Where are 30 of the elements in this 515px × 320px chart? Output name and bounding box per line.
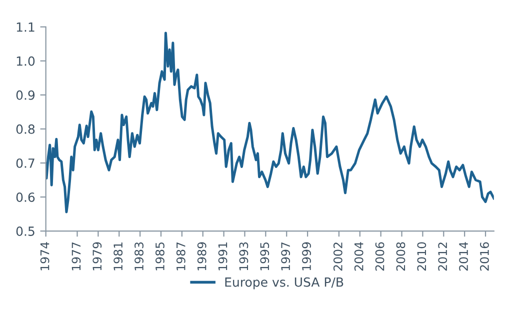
y-tick-label: 0.9 xyxy=(16,90,35,100)
x-tick-label: 2010 xyxy=(417,242,426,271)
x-tick-label: 2012 xyxy=(438,242,448,271)
y-tick-label: 0.6 xyxy=(16,192,35,202)
y-tick-label: 1.0 xyxy=(16,56,35,66)
x-tick-label: 2006 xyxy=(375,242,384,271)
x-tick-label: 2014 xyxy=(459,242,468,271)
legend-label: Europe vs. USA P/B xyxy=(225,277,344,290)
y-tick-label: 0.5 xyxy=(16,226,34,236)
x-tick-label: 1997 xyxy=(281,242,290,270)
y-tick-label: 1.1 xyxy=(16,22,34,32)
x-tick-label: 2008 xyxy=(396,242,406,271)
x-tick-label: 1985 xyxy=(155,242,164,270)
x-tick-label: 1987 xyxy=(176,242,186,270)
x-tick-label: 1974 xyxy=(40,242,50,270)
x-tick-label: 1979 xyxy=(92,242,102,270)
x-tick-label: 2004 xyxy=(354,242,364,271)
y-tick-label: 0.7 xyxy=(16,158,34,168)
x-tick-label: 1991 xyxy=(218,242,228,270)
x-tick-label: 1981 xyxy=(114,242,123,270)
x-tick-label: 1989 xyxy=(197,242,206,270)
x-tick-label: 1977 xyxy=(72,242,81,270)
x-tick-label: 2016 xyxy=(480,242,489,271)
y-tick-label: 0.8 xyxy=(16,124,35,134)
line-series xyxy=(46,32,494,214)
x-tick-label: 1999 xyxy=(302,242,311,270)
x-tick-label: 1983 xyxy=(134,242,144,270)
x-tick-label: 2002 xyxy=(333,242,342,271)
x-tick-label: 1993 xyxy=(239,242,248,270)
x-tick-label: 1995 xyxy=(260,242,270,270)
